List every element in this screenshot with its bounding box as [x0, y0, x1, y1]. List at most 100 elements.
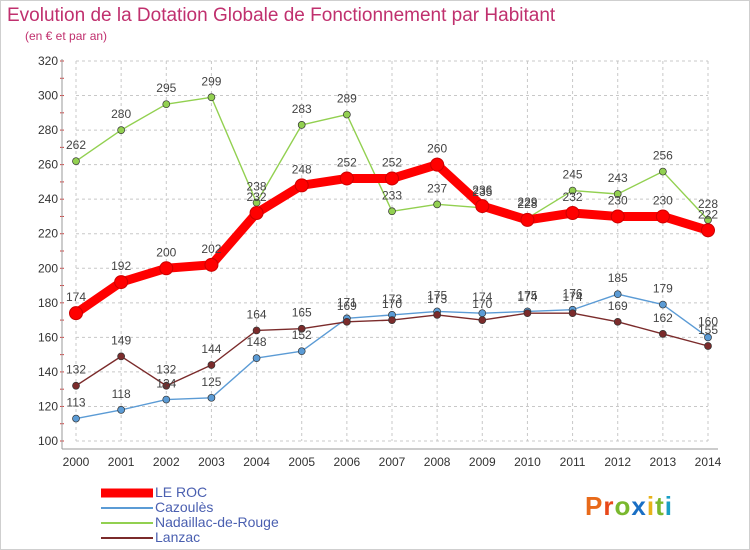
legend-swatch: [101, 488, 153, 497]
legend-label: Lanzac: [155, 529, 201, 545]
data-label: 173: [382, 292, 402, 306]
chart-title: Evolution de la Dotation Globale de Fonc…: [7, 5, 556, 26]
data-point: [565, 206, 580, 220]
data-point: [72, 157, 80, 166]
data-label: 174: [66, 290, 86, 304]
data-label: 235: [472, 185, 492, 199]
data-point: [204, 257, 219, 272]
data-label: 232: [563, 190, 583, 204]
data-label: 179: [653, 282, 673, 296]
data-label: 125: [201, 375, 221, 389]
data-point: [162, 100, 171, 109]
proxiti-logo: Proxiti: [585, 491, 673, 521]
data-label: 132: [66, 363, 86, 377]
data-point: [659, 300, 667, 309]
x-tick-label: 2010: [514, 455, 541, 469]
data-point: [249, 206, 264, 220]
data-label: 289: [337, 92, 357, 106]
x-tick-label: 2000: [63, 455, 90, 469]
legend-swatch: [101, 536, 153, 539]
data-label: 174: [563, 290, 583, 304]
data-point: [433, 311, 441, 319]
data-point: [430, 157, 445, 172]
data-point: [252, 326, 261, 335]
data-label: 170: [382, 297, 402, 311]
data-point: [523, 309, 532, 318]
data-point: [388, 316, 396, 324]
data-point: [207, 393, 216, 402]
data-point: [659, 330, 667, 338]
data-label: 173: [427, 292, 447, 306]
data-label: 233: [382, 188, 402, 202]
data-label: 283: [292, 102, 312, 116]
data-label: 132: [156, 363, 176, 377]
data-point: [339, 171, 354, 186]
x-tick-label: 2002: [153, 455, 180, 469]
x-tick-label: 2014: [695, 455, 722, 469]
data-label: 252: [382, 155, 402, 169]
data-label: 149: [111, 333, 131, 347]
data-point: [297, 347, 306, 356]
legend-label: LE ROC: [155, 484, 208, 500]
data-point: [568, 186, 577, 195]
x-tick-label: 2005: [288, 455, 315, 469]
data-label: 236: [472, 183, 492, 197]
data-point: [343, 317, 351, 326]
data-label: 144: [201, 342, 221, 356]
data-label: 260: [427, 142, 447, 156]
data-label: 152: [292, 328, 312, 342]
legend-swatch: [101, 506, 153, 509]
data-label: 113: [66, 396, 85, 410]
data-label: 232: [247, 190, 267, 204]
x-tick-label: 2013: [650, 455, 677, 469]
chart-subtitle: (en € et par an): [25, 29, 108, 43]
data-label: 118: [112, 387, 131, 401]
data-point: [613, 317, 622, 326]
data-label: 252: [337, 155, 357, 169]
legend-label: Cazoulès: [155, 499, 214, 515]
axes: 100 120 140 160 180 200 220 240 260 280 300 320 2000…: [38, 54, 722, 469]
data-point: [72, 381, 80, 390]
data-point: [704, 333, 712, 342]
data-point: [207, 93, 216, 102]
data-label: 280: [111, 107, 131, 121]
data-label: 176: [563, 287, 583, 301]
data-label: 262: [66, 138, 86, 152]
x-tick-label: 2008: [424, 455, 451, 469]
data-label: 160: [698, 314, 718, 328]
data-label: 185: [608, 271, 628, 285]
data-label: 238: [247, 180, 267, 194]
data-label: 245: [563, 168, 583, 182]
data-point: [613, 290, 622, 299]
data-point: [478, 316, 487, 324]
y-tick-label: 100: [38, 434, 58, 448]
y-tick-label: 300: [38, 89, 58, 103]
data-point: [701, 223, 715, 238]
data-label: 230: [653, 193, 673, 207]
data-point: [343, 110, 351, 119]
data-label: 237: [427, 181, 447, 195]
data-point: [613, 190, 622, 198]
x-tick-label: 2012: [604, 455, 631, 469]
data-label: 229: [517, 195, 537, 209]
y-tick-label: 320: [38, 54, 58, 68]
y-tick-label: 160: [38, 330, 58, 344]
data-label: 248: [292, 162, 312, 176]
data-label: 222: [698, 207, 718, 221]
data-label: 192: [111, 259, 131, 273]
data-label: 174: [517, 290, 537, 304]
data-point: [117, 126, 125, 134]
data-point: [659, 167, 667, 176]
data-point: [433, 200, 441, 209]
data-label: 124: [156, 377, 176, 391]
data-label: 170: [472, 297, 492, 311]
y-tick-label: 180: [38, 296, 58, 310]
y-tick-label: 260: [38, 158, 58, 172]
data-point: [72, 414, 80, 423]
x-tick-label: 2009: [469, 455, 496, 469]
data-label: 171: [337, 295, 357, 309]
data-point: [297, 121, 306, 129]
data-label: 228: [698, 197, 718, 211]
